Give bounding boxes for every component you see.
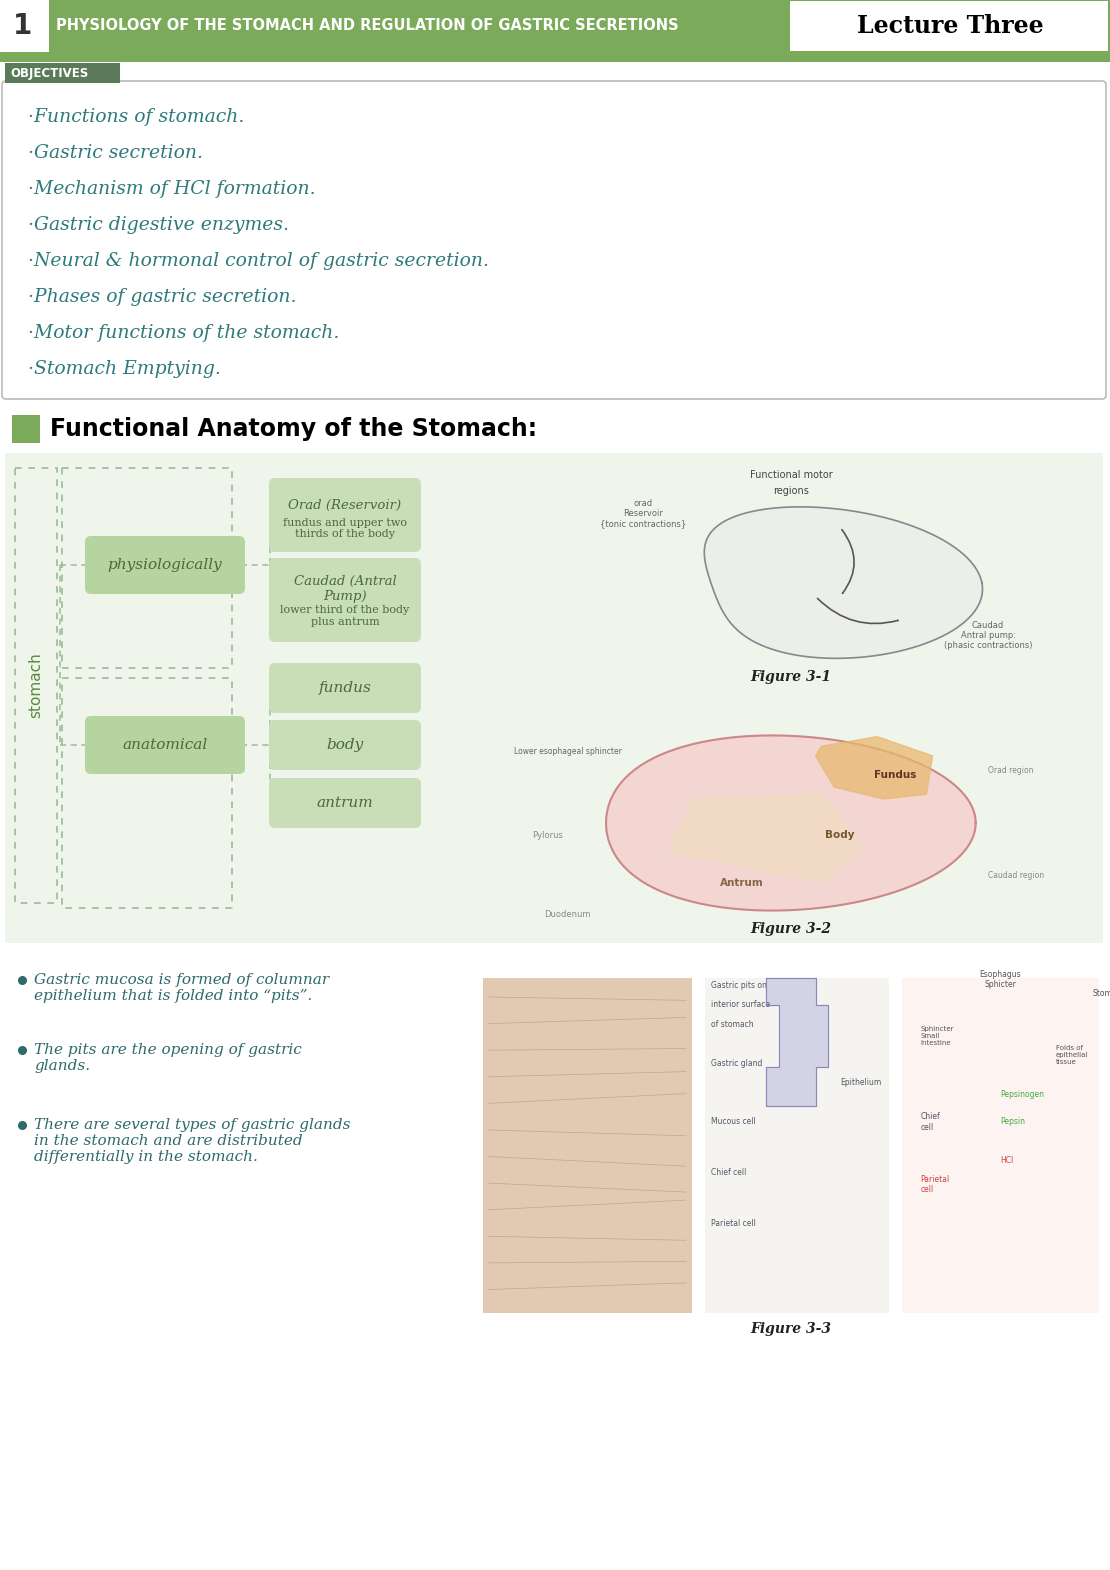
Text: Pepsinogen: Pepsinogen — [1000, 1090, 1045, 1099]
Bar — [901, 978, 1099, 1313]
Text: ·Phases of gastric secretion.: ·Phases of gastric secretion. — [28, 287, 296, 306]
Text: Caudad
Antral pump:
(phasic contractions): Caudad Antral pump: (phasic contractions… — [944, 620, 1032, 650]
FancyBboxPatch shape — [2, 82, 1106, 399]
Text: HCl: HCl — [1000, 1156, 1013, 1165]
Text: Mucous cell: Mucous cell — [710, 1118, 756, 1126]
Text: OBJECTIVES: OBJECTIVES — [10, 66, 89, 80]
Text: Pepsin: Pepsin — [1000, 1118, 1026, 1126]
Text: PHYSIOLOGY OF THE STOMACH AND REGULATION OF GASTRIC SECRETIONS: PHYSIOLOGY OF THE STOMACH AND REGULATION… — [56, 19, 678, 33]
Bar — [705, 978, 889, 1313]
Polygon shape — [704, 507, 982, 658]
Text: Folds of
epithelial
tissue: Folds of epithelial tissue — [1056, 1046, 1088, 1066]
Text: ·Neural & hormonal control of gastric secretion.: ·Neural & hormonal control of gastric se… — [28, 253, 490, 270]
Text: anatomical: anatomical — [122, 738, 208, 752]
FancyBboxPatch shape — [269, 477, 421, 553]
Bar — [6, 454, 1103, 944]
Text: ·Stomach Emptying.: ·Stomach Emptying. — [28, 360, 221, 378]
Bar — [6, 63, 120, 83]
Text: Antrum: Antrum — [719, 878, 764, 889]
Text: regions: regions — [773, 487, 809, 496]
Text: ·Mechanism of HCl formation.: ·Mechanism of HCl formation. — [28, 181, 315, 198]
Text: fundus: fundus — [319, 681, 372, 696]
Text: Lecture Three: Lecture Three — [857, 14, 1043, 38]
Text: interior surface: interior surface — [710, 1000, 770, 1010]
Text: fundus and upper two
thirds of the body: fundus and upper two thirds of the body — [283, 518, 407, 540]
Text: The pits are the opening of gastric
glands.: The pits are the opening of gastric glan… — [34, 1042, 302, 1074]
Text: of stomach: of stomach — [710, 1020, 754, 1028]
FancyBboxPatch shape — [85, 535, 245, 593]
Text: Figure 3-1: Figure 3-1 — [750, 670, 831, 685]
Text: ·Functions of stomach.: ·Functions of stomach. — [28, 108, 244, 126]
FancyBboxPatch shape — [85, 716, 245, 774]
Text: ·Gastric secretion.: ·Gastric secretion. — [28, 144, 203, 162]
Text: Pylorus: Pylorus — [532, 831, 563, 840]
Polygon shape — [668, 794, 865, 882]
Text: ·Gastric digestive enzymes.: ·Gastric digestive enzymes. — [28, 217, 289, 234]
Polygon shape — [816, 736, 932, 799]
Bar — [0, 0, 46, 52]
Bar — [46, 0, 49, 52]
Text: Body: Body — [826, 831, 855, 840]
Text: Sphincter
Small
Intestine: Sphincter Small Intestine — [920, 1027, 953, 1046]
Text: Esophagus
Sphicter: Esophagus Sphicter — [979, 970, 1021, 989]
Text: Parietal cell: Parietal cell — [710, 1218, 756, 1228]
Text: Lower esophageal sphincter: Lower esophageal sphincter — [514, 746, 622, 755]
Text: Gastric gland: Gastric gland — [710, 1058, 763, 1068]
Text: Orad (Reservoir): Orad (Reservoir) — [289, 499, 402, 512]
Text: Gastric mucosa is formed of columnar
epithelium that is folded into “pits”.: Gastric mucosa is formed of columnar epi… — [34, 973, 330, 1003]
FancyBboxPatch shape — [269, 721, 421, 769]
Text: Duodenum: Duodenum — [545, 909, 591, 918]
FancyBboxPatch shape — [269, 557, 421, 642]
FancyBboxPatch shape — [269, 663, 421, 713]
Text: Orad region: Orad region — [988, 766, 1033, 774]
Text: Figure 3-3: Figure 3-3 — [750, 1322, 831, 1336]
Text: antrum: antrum — [316, 796, 373, 810]
Text: Chief
cell: Chief cell — [920, 1112, 940, 1132]
Text: lower third of the body
plus antrum: lower third of the body plus antrum — [281, 604, 410, 626]
Text: Figure 3-2: Figure 3-2 — [750, 922, 831, 936]
Text: Stomach: Stomach — [1092, 989, 1110, 997]
Text: Functional motor: Functional motor — [749, 469, 832, 480]
Text: Caudad (Antral
Pump): Caudad (Antral Pump) — [294, 575, 396, 603]
Text: physiologically: physiologically — [108, 557, 222, 571]
Text: ·Motor functions of the stomach.: ·Motor functions of the stomach. — [28, 323, 340, 342]
Bar — [0, 0, 1110, 52]
Bar — [790, 2, 1108, 50]
Text: Epithelium: Epithelium — [840, 1079, 881, 1088]
FancyArrowPatch shape — [817, 598, 898, 623]
FancyArrowPatch shape — [841, 529, 854, 593]
Text: orad
Reservoir
{tonic contractions}: orad Reservoir {tonic contractions} — [599, 499, 686, 529]
Text: body: body — [326, 738, 364, 752]
Text: stomach: stomach — [29, 652, 43, 717]
Bar — [483, 978, 693, 1313]
Text: Chief cell: Chief cell — [710, 1168, 746, 1178]
Text: Functional Anatomy of the Stomach:: Functional Anatomy of the Stomach: — [50, 418, 537, 441]
Polygon shape — [766, 978, 828, 1107]
Text: Caudad region: Caudad region — [988, 871, 1045, 881]
Text: Fundus: Fundus — [875, 769, 917, 780]
Text: There are several types of gastric glands
in the stomach and are distributed
dif: There are several types of gastric gland… — [34, 1118, 351, 1165]
Bar — [0, 52, 1110, 61]
Text: Parietal
cell: Parietal cell — [920, 1174, 949, 1193]
Polygon shape — [606, 735, 976, 911]
FancyBboxPatch shape — [269, 779, 421, 827]
Text: Gastric pits on: Gastric pits on — [710, 981, 767, 989]
Bar — [12, 414, 40, 443]
Text: 1: 1 — [13, 13, 32, 39]
